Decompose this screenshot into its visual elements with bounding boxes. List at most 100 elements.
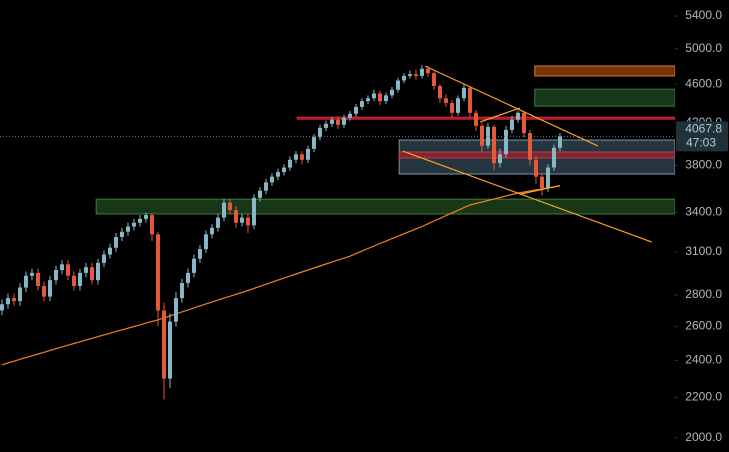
price-label-box <box>676 121 728 152</box>
candle-body <box>185 272 190 284</box>
candle-body <box>29 272 34 276</box>
candle-body <box>239 217 244 223</box>
candle-body <box>467 87 472 113</box>
candle-body <box>125 226 130 232</box>
y-tick-label: 3400.0 <box>685 205 722 219</box>
candle-body <box>389 89 394 96</box>
candle-body <box>0 304 4 311</box>
candle-body <box>317 127 322 138</box>
candle-body <box>5 298 10 305</box>
candle-body <box>545 167 550 189</box>
candle-body <box>47 280 52 297</box>
candle-body <box>479 125 484 146</box>
candle-body <box>293 154 298 160</box>
candle-body <box>161 310 166 379</box>
candle-body <box>179 283 184 299</box>
zone <box>398 151 676 159</box>
candle-body <box>23 275 28 288</box>
zone <box>95 198 676 215</box>
candle-body <box>485 126 490 146</box>
y-tick-label: 3100.0 <box>685 244 722 258</box>
trendline <box>424 65 599 147</box>
candle-body <box>89 267 94 281</box>
candle-body <box>95 262 100 281</box>
candle-body <box>407 74 412 76</box>
candle-body <box>131 222 136 227</box>
candle-body <box>197 249 202 259</box>
price-label: 4067.8 <box>685 122 722 136</box>
candle-body <box>227 202 232 211</box>
zone <box>534 88 676 107</box>
y-tick-label: 2400.0 <box>685 353 722 367</box>
candle-body <box>383 95 388 102</box>
candle-body <box>371 93 376 99</box>
trendline <box>479 107 520 123</box>
candle-body <box>59 264 64 271</box>
candle-body <box>521 112 526 134</box>
candle-body <box>455 98 460 113</box>
candle-body <box>209 227 214 235</box>
candle-body <box>365 98 370 102</box>
candle-body <box>203 234 208 250</box>
candle-body <box>167 321 172 379</box>
candle-body <box>551 147 556 168</box>
candle-body <box>17 287 22 302</box>
axis-background <box>675 0 729 452</box>
candle-body <box>263 182 268 191</box>
candle-body <box>119 231 124 237</box>
price-axis: 5400.05000.04600.04200.03800.03400.03100… <box>675 0 729 452</box>
candle-body <box>287 159 292 168</box>
candle-body <box>497 154 502 164</box>
y-tick-label: 4600.0 <box>685 76 722 90</box>
candle-body <box>65 264 70 276</box>
trendline <box>519 184 561 195</box>
candle-body <box>41 286 46 297</box>
candle-body <box>143 215 148 219</box>
candle-body <box>527 133 532 160</box>
candle-body <box>113 236 118 248</box>
candle-body <box>77 272 82 287</box>
y-tick-label: 2600.0 <box>685 319 722 333</box>
candle-body <box>221 202 226 218</box>
candle-body <box>509 119 514 130</box>
candle-body <box>353 106 358 114</box>
candle-body <box>341 117 346 125</box>
candle-body <box>155 234 160 311</box>
candle-body <box>269 176 274 183</box>
candle-body <box>359 101 364 107</box>
candle-body <box>461 87 466 99</box>
candle-body <box>53 270 58 281</box>
candle-body <box>449 103 454 113</box>
candle-body <box>473 112 478 126</box>
candle-body <box>173 298 178 322</box>
candle-body <box>137 218 142 223</box>
y-tick-label: 5400.0 <box>685 8 722 22</box>
zone <box>534 65 676 77</box>
candle-body <box>395 80 400 90</box>
y-tick-label: 2800.0 <box>685 287 722 301</box>
candle-body <box>11 298 16 302</box>
candle-body <box>443 98 448 104</box>
candle-body <box>149 215 154 235</box>
candle-body <box>245 217 250 226</box>
candle-body <box>347 113 352 118</box>
candle-body <box>101 254 106 263</box>
candle-body <box>401 75 406 81</box>
candle-body <box>191 258 196 273</box>
candle-body <box>83 267 88 273</box>
candle-body <box>305 148 310 160</box>
candle-body <box>503 129 508 155</box>
candle-body <box>431 73 436 87</box>
candle-body <box>539 176 544 189</box>
candle-body <box>329 119 334 124</box>
y-tick-label: 5000.0 <box>685 41 722 55</box>
candle-body <box>71 275 76 287</box>
candle-body <box>275 172 280 177</box>
candle-body <box>233 210 238 223</box>
candle-body <box>323 123 328 128</box>
moving-average <box>1 185 561 366</box>
candle-body <box>377 93 382 102</box>
y-tick-label: 3800.0 <box>685 157 722 171</box>
